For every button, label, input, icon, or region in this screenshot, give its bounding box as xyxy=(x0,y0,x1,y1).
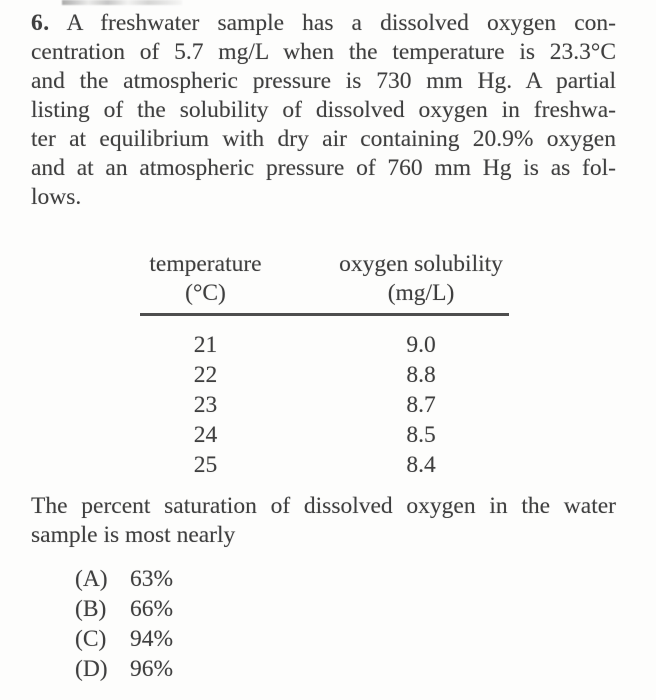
choice-label: (B) xyxy=(75,596,107,622)
paragraph-line: and at an atmospheric pressure of 760 mm… xyxy=(31,155,616,181)
table-row: 22 8.8 xyxy=(140,360,509,390)
question-stem: The percent saturation of dissolved oxyg… xyxy=(31,492,616,550)
choice-label: (D) xyxy=(75,656,108,682)
choice-value: 63% xyxy=(130,566,174,592)
paragraph-line-text: A freshwater sample has a dissolved oxyg… xyxy=(66,10,616,36)
solubility-column-header: oxygen solubility xyxy=(339,251,503,277)
paragraph-line: centration of 5.7 mg/L when the temperat… xyxy=(31,39,616,65)
question-paragraph: 6. A freshwater sample has a dissolved o… xyxy=(31,9,616,212)
temperature-cell: 24 xyxy=(193,421,218,448)
answer-choice-b: (B) 66% xyxy=(75,594,173,624)
choice-value: 66% xyxy=(130,596,174,622)
choice-value: 94% xyxy=(130,626,174,652)
solubility-cell: 8.7 xyxy=(406,391,436,418)
temperature-cell: 25 xyxy=(193,451,218,478)
choice-value: 96% xyxy=(130,656,174,682)
paragraph-line: lows. xyxy=(31,184,82,210)
question-number: 6. xyxy=(31,10,50,36)
answer-choice-d: (D) 96% xyxy=(75,654,173,684)
stem-line: The percent saturation of dissolved oxyg… xyxy=(31,493,616,519)
choice-label: (C) xyxy=(75,626,107,652)
paragraph-line: and the atmospheric pressure is 730 mm H… xyxy=(31,68,616,94)
stem-line: sample is most nearly xyxy=(31,522,236,548)
table-header-rule xyxy=(140,313,509,316)
table-row: 24 8.5 xyxy=(140,420,509,450)
table-row: 21 9.0 xyxy=(140,330,509,360)
solubility-unit: (mg/L) xyxy=(387,280,455,306)
solubility-cell: 9.0 xyxy=(406,331,436,358)
answer-choice-a: (A) 63% xyxy=(75,564,173,594)
temperature-cell: 21 xyxy=(193,331,218,358)
solubility-cell: 8.4 xyxy=(406,451,436,478)
solubility-cell: 8.5 xyxy=(406,421,436,448)
answer-choice-c: (C) 94% xyxy=(75,624,173,654)
temperature-cell: 22 xyxy=(193,361,218,388)
temperature-unit: (°C) xyxy=(185,280,226,306)
temperature-cell: 23 xyxy=(193,391,218,418)
paragraph-line: ter at equilibrium with dry air containi… xyxy=(31,126,616,152)
table-row: 25 8.4 xyxy=(140,450,509,480)
paragraph-line: 6. A freshwater sample has a dissolved o… xyxy=(31,9,616,38)
solubility-table: temperature oxygen solubility (°C) (mg/L… xyxy=(140,250,509,480)
table-units-row: (°C) (mg/L) xyxy=(140,279,509,308)
answer-choices: (A) 63% (B) 66% (C) 94% (D) 96% xyxy=(75,564,173,684)
solubility-cell: 8.8 xyxy=(406,361,436,388)
paragraph-line: listing of the solubility of dissolved o… xyxy=(31,97,616,123)
scan-artifact xyxy=(62,0,182,5)
temperature-column-header: temperature xyxy=(149,251,262,277)
table-header-row: temperature oxygen solubility xyxy=(140,250,509,279)
table-body: 21 9.0 22 8.8 23 8.7 24 8.5 25 8.4 xyxy=(140,330,509,480)
table-row: 23 8.7 xyxy=(140,390,509,420)
choice-label: (A) xyxy=(75,566,108,592)
